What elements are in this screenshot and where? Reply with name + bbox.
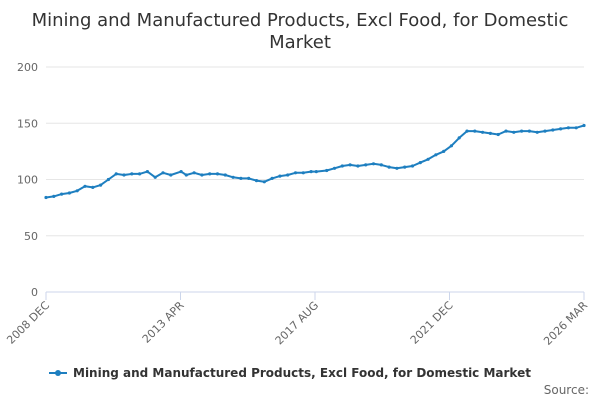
data-point[interactable] [527,129,532,133]
chart-title-line-1: Mining and Manufactured Products, Excl F… [32,10,569,31]
data-point[interactable] [348,163,352,167]
data-point[interactable] [52,194,56,198]
data-point[interactable] [106,177,110,182]
legend[interactable]: Mining and Manufactured Products, Excl F… [49,366,531,380]
data-point[interactable] [314,170,318,174]
data-point[interactable] [254,179,259,183]
data-point[interactable] [145,170,149,174]
data-point[interactable] [223,173,227,177]
data-point[interactable] [403,165,407,169]
data-point[interactable] [559,127,563,131]
data-point[interactable] [91,185,95,189]
data-point[interactable] [551,128,555,132]
y-tick-label: 200 [17,61,38,74]
data-point[interactable] [387,165,391,169]
data-point[interactable] [543,129,547,133]
data-point[interactable] [473,129,477,133]
data-point[interactable] [457,136,461,140]
data-point[interactable] [122,173,126,177]
data-point[interactable] [566,126,571,130]
data-point[interactable] [356,164,360,168]
x-tick-label: 2026 MAR [541,299,590,348]
data-point[interactable] [75,189,79,193]
y-tick-label: 100 [17,174,38,187]
data-point[interactable] [410,164,415,168]
data-point[interactable] [418,161,422,165]
y-tick-label: 150 [17,117,38,130]
y-tick-label: 0 [31,286,38,299]
data-point[interactable] [426,157,430,161]
data-point[interactable] [67,191,71,195]
y-tick-label: 50 [24,230,38,243]
data-point[interactable] [138,172,142,176]
series-line [45,124,585,199]
x-tick-label: 2013 APR [140,299,187,346]
data-point[interactable] [465,129,469,133]
grid [46,66,584,237]
data-point[interactable] [169,173,173,177]
data-point[interactable] [325,168,329,173]
data-point[interactable] [535,130,539,134]
legend-label: Mining and Manufactured Products, Excl F… [73,366,531,380]
data-point[interactable] [488,131,492,135]
data-point[interactable] [114,172,118,176]
data-point[interactable] [130,172,134,176]
data-point[interactable] [340,164,344,168]
data-point[interactable] [512,130,516,134]
data-point[interactable] [262,180,266,184]
data-point[interactable] [395,166,399,170]
data-point[interactable] [247,176,251,180]
data-point[interactable] [449,144,453,148]
data-point[interactable] [161,171,165,175]
data-point[interactable] [179,170,183,174]
data-point[interactable] [582,123,586,128]
data-point[interactable] [301,171,305,175]
data-point[interactable] [215,172,220,176]
data-point[interactable] [83,184,87,188]
x-tick-label: 2017 AUG [273,299,322,348]
data-point[interactable] [60,192,64,196]
data-point[interactable] [208,172,212,176]
series-group [44,123,586,200]
data-point[interactable] [44,195,48,200]
data-point[interactable] [371,162,376,166]
legend-dot-marker [55,370,61,376]
data-point[interactable] [293,171,298,175]
source-label: Source: [544,383,589,397]
data-point[interactable] [192,171,196,175]
x-axis: 2008 DEC 2013 APR 2017 AUG 2021 DEC 2026 MAR [4,291,590,348]
data-point[interactable] [364,163,368,167]
data-point[interactable] [520,129,524,133]
data-point[interactable] [481,130,485,134]
chart-title-line-2: Market [269,32,331,53]
data-point[interactable] [200,173,204,177]
data-point[interactable] [99,183,103,187]
y-axis: 0 50 100 150 200 [17,61,38,299]
data-point[interactable] [379,163,383,167]
data-point[interactable] [270,176,274,180]
data-point[interactable] [153,175,157,179]
data-point[interactable] [184,173,188,177]
x-tick-label: 2008 DEC [4,299,52,347]
data-point[interactable] [442,149,446,153]
data-point[interactable] [309,170,313,174]
data-point[interactable] [496,132,500,137]
data-point[interactable] [504,129,508,133]
data-point[interactable] [239,176,243,180]
data-point[interactable] [231,175,235,179]
data-point[interactable] [332,166,337,170]
chart-title: Mining and Manufactured Products, Excl F… [32,10,569,53]
data-point[interactable] [286,173,290,177]
data-point[interactable] [278,174,282,178]
x-tick-label: 2021 DEC [408,299,456,347]
data-point[interactable] [574,126,578,130]
data-point[interactable] [434,153,438,157]
